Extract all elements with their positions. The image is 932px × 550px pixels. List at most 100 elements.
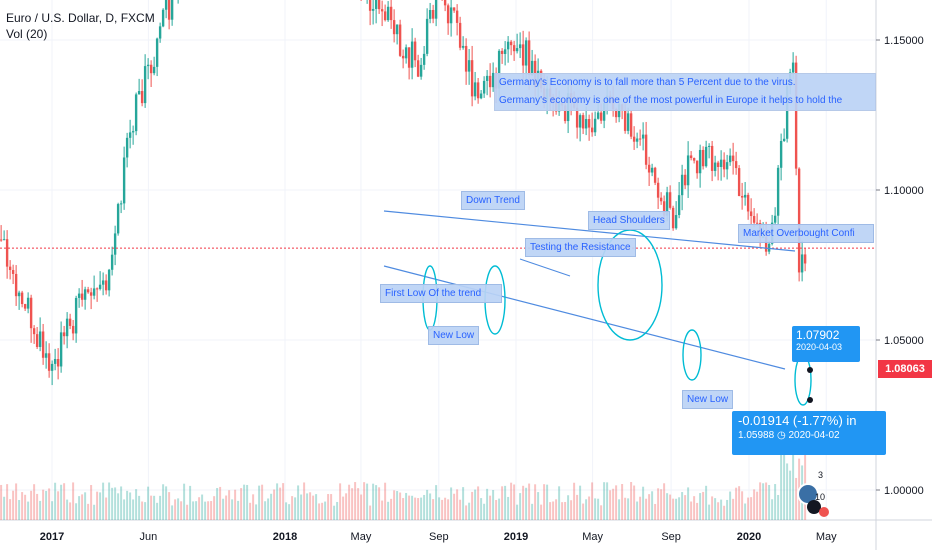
volume-bar: [360, 494, 363, 520]
volume-bar: [711, 496, 714, 520]
volume-bar: [216, 488, 219, 520]
candle-body: [170, 0, 174, 20]
candle-body: [107, 269, 111, 291]
candle-body: [782, 138, 786, 141]
tooltip-change-date: 2020-04-02: [788, 430, 840, 441]
tooltip-change[interactable]: -0.01914 (-1.77%) in 1.05988 ◷ 2020-04-0…: [732, 411, 886, 455]
candle-body: [602, 102, 606, 121]
volume-bar: [159, 495, 162, 520]
annotation-new-low-2[interactable]: New Low: [682, 390, 734, 409]
candle-body: [17, 292, 21, 297]
candle-body: [476, 82, 480, 99]
volume-bar: [222, 498, 225, 520]
trendline-upper: [383, 210, 796, 252]
volume-bar: [564, 501, 567, 520]
candle-body: [140, 91, 144, 104]
annotation-new-low-1[interactable]: New Low: [428, 326, 480, 345]
volume-bar: [651, 491, 654, 520]
volume-bar: [342, 496, 345, 520]
candle-body: [152, 66, 156, 74]
volume-bar: [414, 497, 417, 520]
candle-body: [515, 48, 519, 52]
candle-body: [41, 331, 45, 358]
volume-bar: [735, 487, 738, 520]
annotation-market-overbought[interactable]: Market Overbought Confi: [738, 224, 874, 243]
event-badge-count: 10: [815, 492, 825, 502]
x-tick-label: Sep: [661, 531, 681, 543]
volume-bar: [168, 492, 171, 520]
candle-body: [689, 155, 693, 159]
volume-bar: [126, 490, 129, 520]
volume-bar: [63, 483, 66, 520]
volume-bar: [384, 482, 387, 520]
candle-body: [119, 203, 123, 205]
candle-body: [488, 75, 492, 88]
volume-bar: [393, 490, 396, 520]
symbol-title: Euro / U.S. Dollar, D, FXCM: [6, 11, 155, 25]
volume-bar: [177, 498, 180, 520]
volume-bar: [723, 505, 726, 520]
volume-bar: [324, 501, 327, 520]
volume-bar: [279, 487, 282, 520]
candle-body: [389, 6, 393, 21]
candle-body: [80, 293, 84, 300]
annotation-down-trend[interactable]: Down Trend: [461, 191, 525, 210]
candle-body: [71, 325, 75, 334]
volume-bar: [138, 495, 141, 520]
volume-bar: [153, 495, 156, 520]
news-annotation[interactable]: Germany's Economy is to fall more than 5…: [494, 73, 876, 111]
volume-bar: [609, 490, 612, 520]
volume-bar: [624, 497, 627, 520]
candle-body: [674, 215, 678, 229]
volume-bar: [429, 493, 432, 520]
volume-bar: [24, 494, 27, 520]
volume-bar: [732, 498, 735, 520]
candle-body: [590, 127, 594, 133]
volume-bar: [465, 505, 468, 520]
volume-bar: [795, 477, 798, 520]
candle-body: [137, 91, 141, 95]
candle-body: [521, 44, 525, 66]
candle-body: [20, 292, 24, 305]
candle-body: [392, 20, 396, 35]
volume-bar: [633, 485, 636, 520]
volume-bar: [648, 494, 651, 520]
volume-bar: [579, 485, 582, 520]
volume-bar: [339, 483, 342, 520]
candle-body: [164, 0, 168, 10]
candle-body: [110, 254, 114, 270]
volume-bar: [498, 498, 501, 520]
volume-bar: [300, 494, 303, 520]
tooltip-change-value: -0.01914 (-1.77%) in: [738, 413, 857, 428]
annotation-first-low[interactable]: First Low Of the trend: [380, 284, 502, 303]
candle-body: [671, 207, 675, 229]
candle-body: [614, 109, 618, 118]
candle-body: [683, 174, 687, 186]
volume-bar: [654, 503, 657, 520]
candle-body: [443, 0, 447, 6]
volume-bar: [537, 492, 540, 520]
candle-body: [470, 60, 474, 97]
volume-bar: [474, 489, 477, 520]
candle-body: [743, 194, 747, 198]
volume-bar: [510, 482, 513, 520]
candle-body: [512, 45, 516, 52]
candle-body: [14, 273, 18, 297]
candle-body: [371, 8, 375, 11]
volume-bar: [780, 443, 783, 520]
volume-bar: [567, 495, 570, 520]
volume-bar: [141, 501, 144, 520]
volume-bar: [36, 493, 39, 520]
volume-bar: [240, 488, 243, 520]
volume-bar: [237, 500, 240, 520]
volume-bar: [156, 502, 159, 520]
volume-bar: [375, 485, 378, 520]
annotation-head-shoulders[interactable]: Head Shoulders: [588, 211, 670, 230]
volume-bar: [753, 489, 756, 520]
tooltip-high[interactable]: 1.07902 2020-04-03: [792, 326, 860, 362]
candle-body: [35, 334, 39, 347]
volume-indicator-label[interactable]: Vol (20): [6, 27, 48, 41]
annotation-testing-resistance[interactable]: Testing the Resistance: [525, 238, 636, 257]
volume-bar: [726, 499, 729, 520]
candle-body: [794, 62, 798, 169]
